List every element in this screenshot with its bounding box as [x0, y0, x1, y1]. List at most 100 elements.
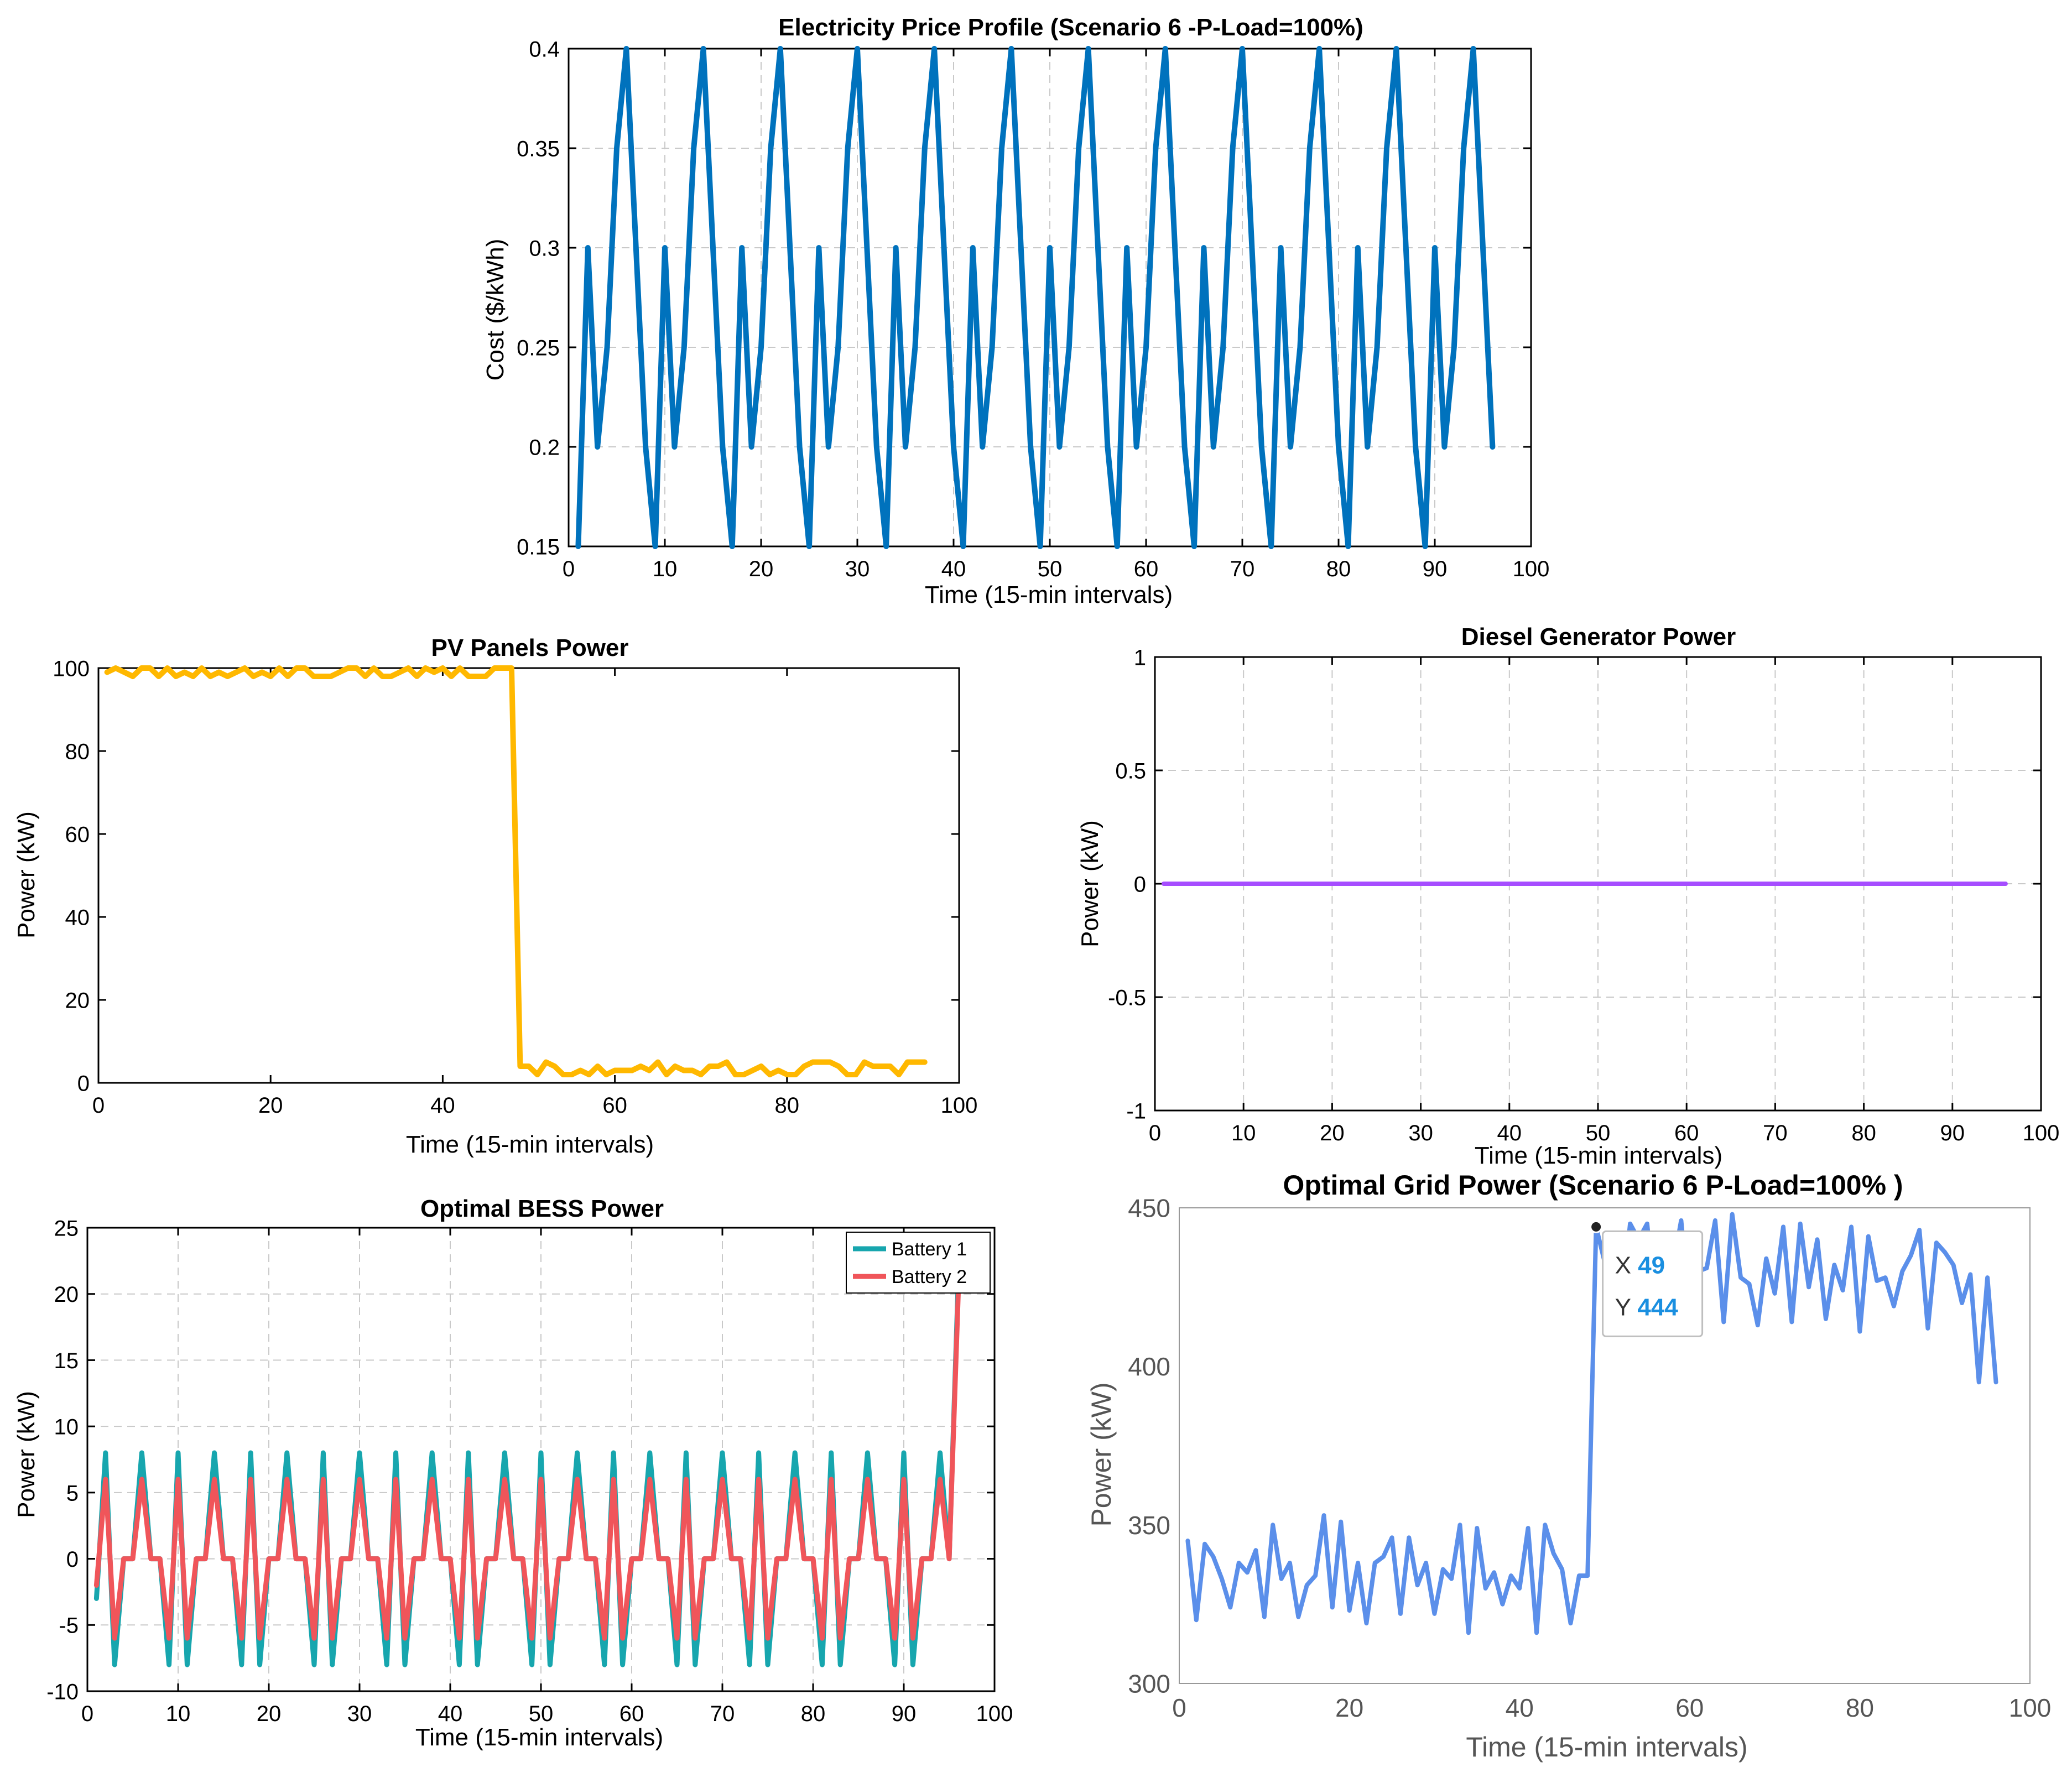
y-tick-label: 60: [65, 822, 90, 847]
y-axis-label: Cost ($/kWh): [482, 239, 509, 381]
datatip-marker: [1590, 1220, 1603, 1233]
x-tick-label: 40: [1506, 1693, 1534, 1722]
y-axis-label: Power (kW): [1086, 1382, 1117, 1526]
chart-title: Optimal Grid Power (Scenario 6 P-Load=10…: [1283, 1170, 1903, 1201]
legend-label: Battery 1: [892, 1239, 967, 1260]
x-axis-label: Time (15-min intervals): [1466, 1732, 1747, 1763]
x-tick-label: 50: [1038, 557, 1063, 581]
y-tick-label: 40: [65, 905, 90, 930]
x-tick-label: 80: [1851, 1121, 1876, 1145]
chart-title: Optimal BESS Power: [420, 1195, 664, 1222]
optimal-bess-power-chart: Optimal BESS Power Time (15-min interval…: [13, 1195, 1013, 1751]
y-tick-label: -10: [46, 1680, 79, 1704]
y-tick-label: 400: [1128, 1352, 1170, 1381]
y-tick-label: 0: [66, 1547, 79, 1572]
x-axis-label: Time (15-min intervals): [1475, 1142, 1722, 1169]
x-tick-label: 100: [1513, 557, 1550, 581]
y-tick-label: 0.4: [529, 37, 560, 61]
x-tick-label: 90: [1423, 557, 1448, 581]
x-tick-label: 60: [1134, 557, 1159, 581]
x-tick-label: 20: [1335, 1693, 1363, 1722]
y-tick-label: -0.5: [1108, 986, 1146, 1010]
y-tick-label: 20: [54, 1282, 79, 1307]
x-tick-label: 50: [1586, 1121, 1611, 1145]
y-tick-label: 0: [77, 1071, 90, 1096]
y-tick-label: 0.3: [529, 236, 560, 260]
datatip-x: X 49: [1615, 1252, 1665, 1279]
plot-frame: [1179, 1207, 2031, 1684]
x-tick-label: 90: [1940, 1121, 1965, 1145]
y-tick-label: 450: [1128, 1194, 1170, 1223]
x-tick-label: 100: [941, 1093, 978, 1118]
x-tick-label: 40: [438, 1702, 463, 1726]
chart-title: Diesel Generator Power: [1461, 623, 1736, 650]
x-tick-label: 10: [1231, 1121, 1256, 1145]
electricity-price-chart: Electricity Price Profile (Scenario 6 -P…: [482, 14, 1549, 608]
y-tick-label: 20: [65, 988, 90, 1013]
x-tick-label: 50: [529, 1702, 554, 1726]
diesel-generator-power-chart: Diesel Generator Power Time (15-min inte…: [1076, 623, 2059, 1169]
y-tick-label: 0.5: [1115, 759, 1146, 783]
x-tick-label: 60: [602, 1093, 627, 1118]
x-tick-label: 20: [258, 1093, 283, 1118]
x-tick-label: 40: [941, 557, 966, 581]
y-tick-label: 10: [54, 1415, 79, 1440]
y-tick-label: -5: [59, 1614, 79, 1638]
optimal-grid-power-chart: Optimal Grid Power (Scenario 6 P-Load=10…: [1086, 1170, 2051, 1763]
x-tick-label: 80: [775, 1093, 800, 1118]
y-tick-label: 0.35: [517, 137, 560, 161]
y-tick-label: 25: [54, 1216, 79, 1240]
x-tick-label: 80: [1326, 557, 1351, 581]
legend-label: Battery 2: [892, 1266, 967, 1287]
datatip-y: Y 444: [1615, 1294, 1679, 1321]
x-tick-label: 20: [1320, 1121, 1345, 1145]
y-tick-label: 350: [1128, 1511, 1170, 1540]
x-tick-label: 40: [1497, 1121, 1522, 1145]
y-tick-label: -1: [1126, 1099, 1146, 1123]
y-axis-label: Power (kW): [1076, 820, 1103, 947]
x-tick-label: 60: [619, 1702, 644, 1726]
x-tick-label: 60: [1674, 1121, 1699, 1145]
y-axis-label: Power (kW): [13, 811, 40, 939]
x-tick-label: 70: [1230, 557, 1255, 581]
x-tick-label: 70: [710, 1702, 735, 1726]
chart-title: PV Panels Power: [431, 634, 628, 661]
x-tick-label: 30: [347, 1702, 372, 1726]
x-tick-label: 10: [653, 557, 678, 581]
x-tick-label: 40: [430, 1093, 455, 1118]
x-tick-label: 80: [801, 1702, 826, 1726]
x-tick-label: 0: [1149, 1121, 1161, 1145]
y-tick-label: 0.15: [517, 535, 560, 559]
x-tick-label: 100: [2009, 1693, 2052, 1722]
pv-panels-power-chart: PV Panels Power Time (15-min intervals) …: [13, 634, 977, 1158]
x-axis-label: Time (15-min intervals): [925, 581, 1173, 608]
x-tick-label: 30: [1408, 1121, 1433, 1145]
x-tick-label: 100: [976, 1702, 1013, 1726]
x-tick-label: 70: [1763, 1121, 1788, 1145]
x-tick-label: 80: [1846, 1693, 1874, 1722]
plot-frame: [97, 667, 960, 1084]
y-tick-label: 0.25: [517, 336, 560, 360]
y-tick-label: 15: [54, 1349, 79, 1373]
y-tick-label: 300: [1128, 1670, 1170, 1698]
x-axis-label: Time (15-min intervals): [406, 1131, 654, 1158]
x-tick-label: 100: [2023, 1121, 2060, 1145]
x-tick-label: 10: [166, 1702, 191, 1726]
chart-title: Electricity Price Profile (Scenario 6 -P…: [778, 14, 1363, 41]
y-tick-label: 5: [66, 1481, 79, 1505]
series-line-2: [93, 1291, 961, 1641]
y-axis-label: Power (kW): [13, 1391, 40, 1518]
legend-box: [846, 1232, 991, 1294]
y-tick-label: 1: [1134, 645, 1146, 670]
x-tick-label: 30: [845, 557, 870, 581]
y-tick-label: 0.2: [529, 435, 560, 460]
x-tick-label: 0: [563, 557, 575, 581]
x-tick-label: 90: [892, 1702, 917, 1726]
series-line-1: [575, 46, 1496, 549]
x-tick-label: 20: [257, 1702, 282, 1726]
y-tick-label: 80: [65, 739, 90, 764]
x-tick-label: 0: [81, 1702, 93, 1726]
x-tick-label: 20: [749, 557, 774, 581]
